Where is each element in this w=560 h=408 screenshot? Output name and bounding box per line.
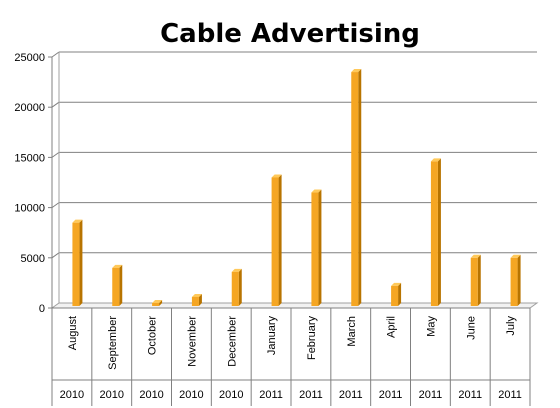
- gridline-depth: [51, 151, 60, 158]
- x-category-label: November: [186, 316, 198, 367]
- bar: [351, 69, 362, 306]
- bar-top: [470, 254, 481, 258]
- bar-front: [72, 222, 80, 306]
- x-category-label: May: [425, 316, 437, 337]
- gridline-depth: [51, 252, 60, 259]
- bar-side: [198, 293, 202, 306]
- x-year-label: 2010: [139, 389, 163, 401]
- chart-floor: [50, 302, 539, 309]
- bar-top: [231, 268, 242, 272]
- bar: [311, 189, 322, 306]
- bar-front: [112, 267, 120, 306]
- bar-side: [398, 282, 402, 306]
- bar-side: [159, 299, 163, 306]
- bar-front: [510, 257, 518, 306]
- bar-front: [311, 192, 319, 306]
- gridline-depth: [51, 51, 60, 58]
- x-year-label: 2011: [379, 389, 403, 401]
- y-tick-label: 15000: [14, 152, 45, 164]
- bar: [72, 219, 83, 306]
- x-year-label: 2011: [419, 389, 443, 401]
- x-category-label: April: [386, 316, 398, 338]
- bar-side: [278, 174, 282, 306]
- x-year-label: 2011: [259, 389, 283, 401]
- gridline-depth: [51, 101, 60, 108]
- y-tick-label: 20000: [14, 102, 45, 114]
- bar-front: [470, 257, 478, 306]
- bar-front: [191, 296, 199, 306]
- bar-top: [311, 189, 322, 193]
- x-year-label: 2010: [100, 389, 124, 401]
- bar-top: [430, 158, 441, 162]
- x-year-label: 2010: [219, 389, 243, 401]
- bar-top: [510, 254, 521, 258]
- bar: [430, 158, 441, 306]
- x-category-label: July: [505, 316, 517, 336]
- x-category-label: February: [306, 316, 318, 361]
- x-year-label: 2010: [60, 389, 84, 401]
- x-category-label: June: [465, 316, 477, 340]
- x-year-label: 2010: [179, 389, 203, 401]
- bar-front: [430, 161, 438, 306]
- bar-side: [477, 254, 481, 306]
- x-axis-category-labels: August 2010 September 2010 October 2010 Novemb…: [60, 316, 522, 401]
- bar-top: [191, 293, 202, 297]
- x-year-label: 2011: [339, 389, 363, 401]
- bar-top: [271, 174, 282, 178]
- bar: [271, 174, 282, 306]
- bar-side: [79, 219, 83, 306]
- bar-top: [112, 264, 123, 268]
- bar: [470, 254, 481, 306]
- bar-side: [318, 189, 322, 306]
- bar-front: [271, 177, 279, 306]
- bar-top: [351, 69, 362, 73]
- bar-top: [152, 299, 163, 303]
- x-category-label: March: [346, 316, 358, 347]
- bar: [112, 264, 123, 306]
- bar-front: [152, 302, 160, 306]
- y-tick-label: 0: [39, 303, 45, 315]
- x-year-label: 2011: [458, 389, 482, 401]
- bar: [510, 254, 521, 306]
- gridline-depth: [51, 202, 60, 209]
- gridlines: [51, 51, 537, 259]
- bar-top: [72, 219, 83, 223]
- y-tick-label: 25000: [14, 52, 45, 64]
- bar-side: [238, 268, 242, 306]
- y-tick-label: 5000: [21, 253, 45, 265]
- y-tick-label: 10000: [14, 203, 45, 215]
- x-year-label: 2011: [498, 389, 522, 401]
- bar-side: [119, 264, 123, 306]
- bar-front: [391, 285, 399, 306]
- x-year-label: 2011: [299, 389, 323, 401]
- bar-front: [351, 72, 359, 306]
- x-category-label: October: [147, 316, 159, 355]
- y-axis-tick-labels: 0 5000 10000 15000 20000 25000: [14, 52, 45, 315]
- bar-front: [231, 271, 239, 306]
- chart-title: Cable Advertising: [160, 19, 420, 49]
- bar-side: [358, 69, 362, 306]
- bar-top: [391, 282, 402, 286]
- bar-side: [437, 158, 441, 306]
- x-category-label: January: [266, 316, 278, 356]
- axes: [48, 52, 539, 406]
- bar: [231, 268, 242, 306]
- x-category-label: September: [107, 316, 119, 370]
- bars: [72, 69, 521, 306]
- bar: [391, 282, 402, 306]
- bar: [191, 293, 202, 306]
- x-category-label: December: [226, 316, 238, 367]
- x-category-label: August: [67, 316, 79, 350]
- bar: [152, 299, 163, 306]
- bar-side: [517, 254, 521, 306]
